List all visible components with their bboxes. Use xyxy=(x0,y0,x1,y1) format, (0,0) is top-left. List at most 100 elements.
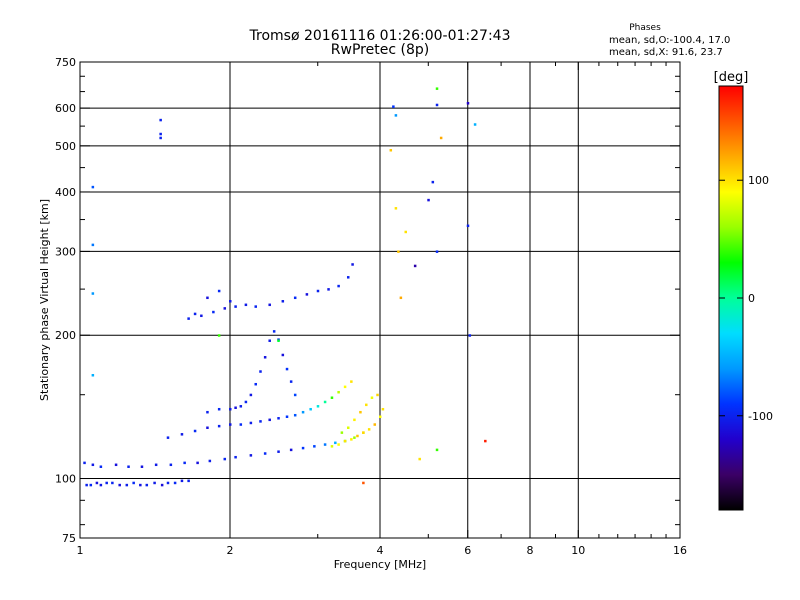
data-point xyxy=(365,403,368,407)
data-point xyxy=(187,479,190,483)
data-point xyxy=(301,410,305,414)
data-point xyxy=(229,423,232,426)
data-point xyxy=(114,463,118,467)
data-point xyxy=(249,393,253,397)
data-point xyxy=(435,448,439,452)
data-point xyxy=(169,463,173,467)
data-point xyxy=(353,418,356,422)
data-point xyxy=(435,250,439,253)
data-point xyxy=(362,481,365,485)
data-point xyxy=(373,423,377,426)
data-point xyxy=(330,396,334,399)
data-point xyxy=(193,312,197,316)
data-point xyxy=(466,224,470,228)
data-point xyxy=(413,264,417,268)
data-point xyxy=(99,483,103,487)
data-point xyxy=(277,450,280,453)
data-point xyxy=(337,284,340,288)
data-point xyxy=(268,303,271,307)
data-point xyxy=(249,421,253,425)
y-tick-label: 600 xyxy=(55,102,76,115)
data-point xyxy=(350,438,353,441)
data-point xyxy=(239,423,243,426)
data-point xyxy=(263,356,267,359)
data-point xyxy=(346,426,350,429)
x-tick-label: 16 xyxy=(673,544,687,557)
data-point xyxy=(381,407,385,411)
colorbar-ticks: 100 0 -100 xyxy=(719,174,773,423)
data-point xyxy=(118,483,121,487)
data-point xyxy=(183,461,186,465)
data-point xyxy=(91,185,95,189)
data-point xyxy=(91,292,95,295)
data-point xyxy=(91,243,95,247)
data-points xyxy=(83,87,487,487)
data-point xyxy=(272,330,276,333)
data-point xyxy=(281,353,285,357)
colorbar-tick-label: -100 xyxy=(748,410,773,423)
data-point xyxy=(285,415,289,418)
data-point xyxy=(234,305,237,308)
data-point xyxy=(254,382,257,386)
y-tick-label: 75 xyxy=(62,532,76,545)
data-point xyxy=(105,481,108,485)
data-point xyxy=(340,431,344,434)
y-tick-label: 400 xyxy=(55,186,76,199)
data-point xyxy=(159,136,162,140)
data-point xyxy=(91,374,95,377)
data-point xyxy=(254,305,257,308)
data-point xyxy=(289,448,293,452)
data-point xyxy=(239,405,243,408)
data-point xyxy=(180,433,184,436)
data-point xyxy=(289,380,293,383)
data-point xyxy=(313,445,316,448)
data-point xyxy=(173,481,177,485)
colorbar-tick-label: 0 xyxy=(748,292,755,305)
grid-lines xyxy=(80,62,680,538)
data-point xyxy=(268,418,271,422)
data-point xyxy=(277,339,280,342)
data-point xyxy=(301,446,305,450)
data-point xyxy=(159,118,162,122)
data-point xyxy=(323,443,327,446)
y-tick-labels: 75 100 200 300 400 500 600 750 xyxy=(55,56,76,545)
data-point xyxy=(466,102,470,105)
data-point xyxy=(217,334,221,337)
data-point xyxy=(140,465,144,468)
chart-subtitle: RwPretec (8p) xyxy=(331,42,429,58)
data-point xyxy=(370,396,374,399)
data-point xyxy=(418,457,421,461)
data-point xyxy=(263,452,267,455)
data-point xyxy=(268,339,271,342)
data-point xyxy=(350,380,353,383)
data-point xyxy=(435,103,439,107)
data-point xyxy=(154,463,158,467)
data-point xyxy=(166,481,170,485)
y-tick-label: 200 xyxy=(55,329,76,342)
x-axis-label: Frequency [MHz] xyxy=(334,558,426,571)
data-point xyxy=(166,436,170,439)
data-point xyxy=(367,428,371,431)
data-point xyxy=(346,276,350,279)
data-point xyxy=(229,300,232,303)
data-point xyxy=(343,385,347,389)
data-point xyxy=(217,289,221,293)
data-point xyxy=(305,293,309,296)
data-point xyxy=(343,439,347,443)
data-point xyxy=(334,441,337,445)
x-tick-label: 4 xyxy=(377,544,384,557)
x-tick-label: 1 xyxy=(77,544,84,557)
data-point xyxy=(259,370,262,373)
data-point xyxy=(359,410,362,414)
stats-o-line: mean, sd,O:-100.4, 17.0 xyxy=(609,35,730,46)
data-point xyxy=(330,445,334,448)
data-point xyxy=(217,424,221,428)
data-point xyxy=(309,407,312,411)
data-point xyxy=(351,263,354,266)
data-point xyxy=(323,400,327,404)
data-point xyxy=(234,455,237,459)
data-point xyxy=(316,405,320,408)
x-tick-labels: 1 2 4 6 8 10 16 xyxy=(77,544,688,557)
data-point xyxy=(327,288,330,291)
data-point xyxy=(193,429,197,433)
